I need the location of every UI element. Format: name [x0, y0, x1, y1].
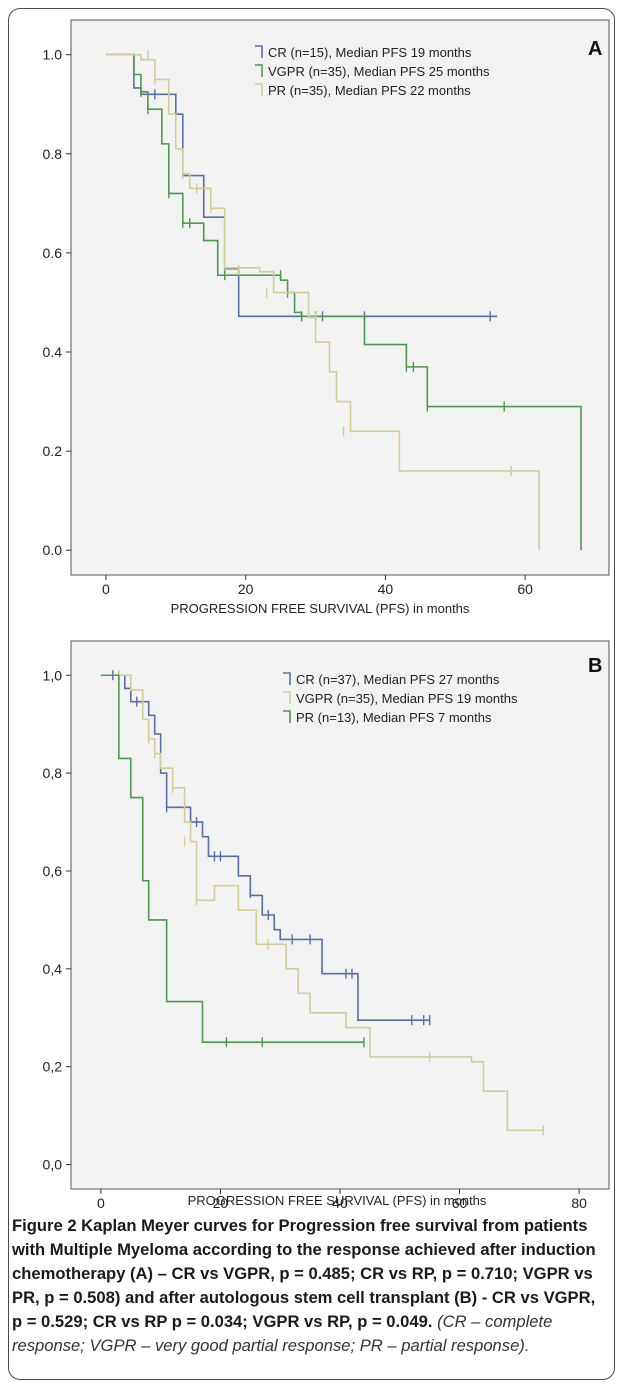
legend-label: CR (n=15), Median PFS 19 months	[268, 45, 472, 60]
legend-swatch	[283, 710, 291, 723]
x-tick-label: 40	[332, 1195, 348, 1211]
legend-swatch	[283, 691, 291, 704]
legend-label: PR (n=35), Median PFS 22 months	[268, 83, 471, 98]
chart-panel-b: B 0,0 0,2 0,4 0,6 0,8 1,0 0 20 40 60 80 CR (n=37)…	[43, 640, 610, 1211]
figure-caption: Figure 2 Kaplan Meyer curves for Progres…	[12, 1214, 602, 1358]
y-tick-label: 0.2	[43, 443, 63, 459]
x-tick-label: 40	[378, 581, 394, 597]
x-tick-label: 20	[238, 581, 254, 597]
x-tick-label: 60	[517, 581, 533, 597]
legend-label: VGPR (n=35), Median PFS 25 months	[268, 64, 490, 79]
legend: CR (n=37), Median PFS 27 months VGPR (n=3…	[283, 672, 518, 725]
plot-area	[70, 640, 610, 1190]
x-axis-label: PROGRESSION FREE SURVIVAL (PFS) in month…	[188, 1193, 487, 1208]
series-line-1	[105, 53, 498, 318]
legend-label: PR (n=13), Median PFS 7 months	[296, 710, 492, 725]
legend-swatch	[255, 45, 263, 58]
y-tick-label: 0.8	[43, 146, 63, 162]
x-tick-label: 80	[571, 1195, 587, 1211]
x-tick-label: 0	[97, 1195, 105, 1211]
legend-label: VGPR (n=35), Median PFS 19 months	[296, 691, 518, 706]
chart-panel-a: A 0.0 0.2 0.4 0.6 0.8 1.0 0 20 40 60 CR (n=15), …	[43, 19, 610, 616]
y-tick-label: 0,2	[43, 1059, 63, 1075]
y-tick-label: 0,4	[43, 961, 63, 977]
legend-swatch	[255, 83, 263, 96]
panel-letter: A	[588, 38, 602, 60]
caption-note: (CR – complete response; VGPR – very goo…	[12, 1312, 553, 1355]
y-tick-label: 0.4	[43, 344, 63, 360]
series-line-3	[100, 674, 364, 1044]
legend: CR (n=15), Median PFS 19 months VGPR (n=3…	[255, 45, 490, 98]
y-tick-label: 0,0	[43, 1157, 63, 1173]
y-tick-label: 0,8	[43, 765, 63, 781]
x-tick-label: 0	[102, 581, 110, 597]
series-line-1	[100, 674, 430, 1021]
series-line-2	[100, 674, 544, 1132]
x-axis-label: PROGRESSION FREE SURVIVAL (PFS) in month…	[171, 601, 470, 616]
x-tick-label: 20	[213, 1195, 229, 1211]
y-tick-label: 0.0	[43, 542, 63, 558]
legend-swatch	[283, 672, 291, 685]
y-tick-label: 1.0	[43, 47, 63, 63]
legend-label: CR (n=37), Median PFS 27 months	[296, 672, 500, 687]
series-line-3	[105, 53, 540, 551]
x-tick-label: 60	[452, 1195, 468, 1211]
y-tick-label: 0,6	[43, 863, 63, 879]
series-line-2	[105, 53, 582, 551]
y-tick-label: 1,0	[43, 667, 63, 683]
panel-letter: B	[588, 655, 602, 677]
plot-area	[70, 19, 610, 576]
caption-title: Figure 2 Kaplan Meyer curves for Progres…	[12, 1216, 596, 1331]
y-tick-label: 0.6	[43, 245, 63, 261]
legend-swatch	[255, 64, 263, 77]
